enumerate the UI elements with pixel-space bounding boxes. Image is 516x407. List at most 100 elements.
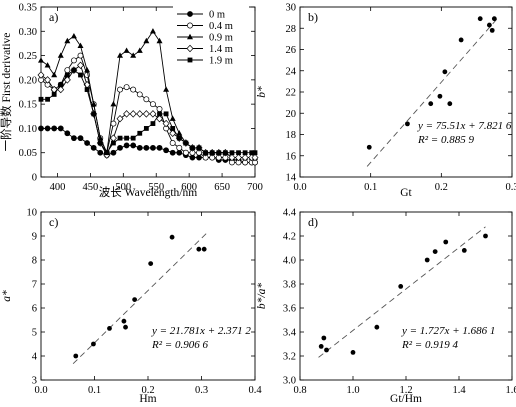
x-tick-label: 0.2 xyxy=(435,182,448,193)
data-point xyxy=(97,149,104,156)
x-tick-label: 0.0 xyxy=(34,385,47,396)
data-point xyxy=(78,72,83,78)
panel-label: c) xyxy=(49,215,58,229)
data-point xyxy=(366,144,372,150)
data-point xyxy=(235,153,243,162)
y-tick-label: 0 xyxy=(32,173,37,184)
data-point xyxy=(156,106,163,112)
panel-c-scatter-plot: 0.0 0.1 0.2 0.3 0.4 3 4 5 6 7 8 9 10 Hm a* c) y = 21.781… xyxy=(1,208,262,406)
data-point xyxy=(64,72,70,78)
x-tick-label: 500 xyxy=(115,182,131,193)
fit-line xyxy=(318,226,486,358)
data-point xyxy=(110,120,117,127)
data-point xyxy=(162,119,170,128)
x-tick-label: 600 xyxy=(181,182,197,193)
data-point xyxy=(117,52,124,58)
data-point xyxy=(201,246,207,252)
legend-marker xyxy=(186,44,194,53)
y-tick-label: 0.35 xyxy=(19,3,37,14)
data-point xyxy=(84,87,90,92)
data-point xyxy=(163,147,170,154)
data-point xyxy=(443,239,449,245)
x-axis-title: Gt/Hm xyxy=(390,393,422,405)
x-axis-title: Gt xyxy=(400,187,412,199)
x-axis-title: Hm xyxy=(139,393,156,405)
y-tick-label: 4.2 xyxy=(283,232,296,243)
data-point xyxy=(374,324,380,330)
y-axis-title: a* xyxy=(1,290,13,302)
data-point xyxy=(196,246,202,252)
data-point xyxy=(64,67,71,74)
data-point xyxy=(73,353,79,359)
y-tick-label: 0.10 xyxy=(19,124,37,135)
data-point xyxy=(251,153,259,162)
data-point xyxy=(57,52,64,58)
panel-label: b) xyxy=(308,10,318,24)
data-point xyxy=(90,100,97,107)
y-tick-label: 3.0 xyxy=(283,376,296,387)
y-tick-label: 4 xyxy=(32,352,38,363)
data-point xyxy=(51,71,58,78)
data-point xyxy=(109,134,117,142)
data-point xyxy=(91,341,96,347)
data-point xyxy=(121,318,127,324)
data-point xyxy=(84,140,90,146)
data-point xyxy=(170,126,176,131)
data-point xyxy=(51,125,58,132)
data-point xyxy=(70,57,77,64)
legend-marker xyxy=(187,57,193,63)
data-point xyxy=(398,284,404,289)
data-point xyxy=(111,140,116,146)
data-point xyxy=(228,153,236,162)
series-line xyxy=(41,69,255,154)
data-point xyxy=(136,144,143,151)
x-tick-label: 0.0 xyxy=(293,182,306,193)
data-point xyxy=(148,261,154,266)
data-point xyxy=(123,324,128,330)
y-tick-label: 3.6 xyxy=(283,304,296,315)
y-tick-label: 10 xyxy=(27,208,38,219)
panel-label: a) xyxy=(49,10,58,24)
data-point xyxy=(136,91,143,98)
data-point xyxy=(216,150,222,156)
data-point xyxy=(84,72,91,78)
data-point xyxy=(37,71,45,79)
y-tick-label: 4.4 xyxy=(283,208,297,219)
data-point xyxy=(176,135,182,141)
data-point xyxy=(424,257,430,263)
data-point xyxy=(156,37,163,44)
data-point xyxy=(143,96,150,103)
data-point xyxy=(176,149,183,156)
y-tick-label: 5 xyxy=(32,328,37,339)
x-tick-label: 550 xyxy=(148,182,164,193)
data-point xyxy=(242,150,248,156)
x-tick-label: 700 xyxy=(247,182,263,193)
data-point xyxy=(169,234,175,240)
r-squared-label: R² = 0.885 9 xyxy=(417,134,474,146)
y-tick-label: 8 xyxy=(32,256,37,267)
data-point xyxy=(97,134,104,141)
y-axis-title: b*/a* xyxy=(256,283,268,309)
legend-marker xyxy=(187,11,193,17)
y-tick-label: 0.30 xyxy=(19,27,37,38)
data-point xyxy=(163,86,170,92)
regression-equation: y = 21.781x + 2.371 2 xyxy=(151,325,251,337)
x-tick-label: 650 xyxy=(214,182,230,193)
data-point xyxy=(110,100,117,107)
data-point xyxy=(321,335,327,341)
data-point xyxy=(169,129,177,137)
data-point xyxy=(44,62,51,68)
data-point xyxy=(252,150,258,156)
data-point xyxy=(229,150,235,156)
panel-label: d) xyxy=(308,215,318,229)
y-tick-label: 0.25 xyxy=(19,51,37,62)
data-point xyxy=(163,111,169,117)
x-tick-label: 0.2 xyxy=(141,385,154,396)
series-line xyxy=(41,127,255,163)
data-point xyxy=(169,140,176,146)
data-point xyxy=(157,111,162,117)
x-tick-label: 400 xyxy=(50,182,66,193)
data-point xyxy=(169,149,176,156)
data-point xyxy=(241,153,249,162)
data-point xyxy=(437,93,443,99)
